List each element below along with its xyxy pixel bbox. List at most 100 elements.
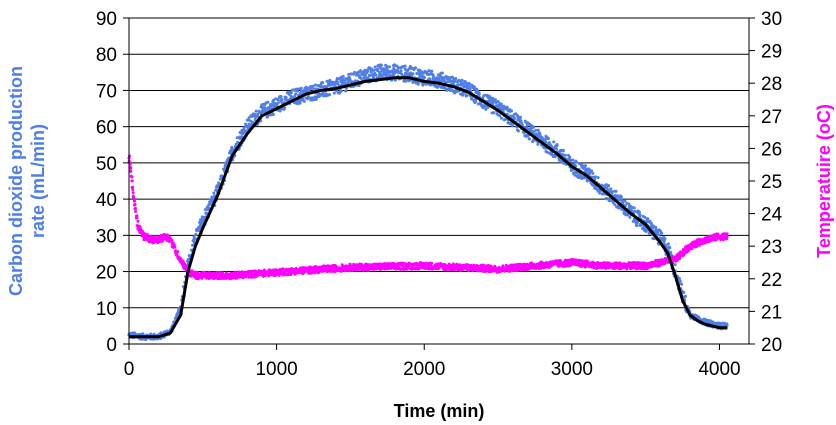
co2-raw-point <box>279 94 283 98</box>
co2-raw-point <box>454 76 458 80</box>
right-tick-label: 25 <box>761 172 782 193</box>
temperature-point <box>331 268 335 272</box>
co2-raw-point <box>344 89 348 93</box>
co2-raw-point <box>725 322 729 326</box>
right-tick-label: 20 <box>761 335 782 356</box>
co2-raw-point <box>643 215 647 219</box>
co2-raw-point <box>683 294 687 298</box>
co2-raw-point <box>488 95 492 99</box>
temperature-point <box>135 214 139 218</box>
co2-raw-point <box>573 173 577 177</box>
co2-raw-point <box>311 84 315 88</box>
co2-raw-point <box>531 130 535 134</box>
co2-raw-point <box>192 235 196 239</box>
right-tick-label: 27 <box>761 107 782 128</box>
temperature-point <box>133 199 137 203</box>
co2-raw-point <box>633 209 637 213</box>
co2-raw-point <box>594 175 598 179</box>
co2-raw-point <box>673 263 677 267</box>
co2-raw-point <box>385 64 389 68</box>
co2-raw-point <box>203 208 207 212</box>
co2-raw-point <box>623 199 627 203</box>
temperature-point <box>489 264 493 268</box>
right-tick-label: 30 <box>761 9 782 30</box>
left-tick-label: 0 <box>106 335 117 356</box>
co2-raw-point <box>254 115 258 119</box>
temperature-point <box>592 266 596 270</box>
co2-raw-point <box>660 231 664 235</box>
co2-raw-point <box>477 92 481 96</box>
co2-raw-point <box>519 115 523 119</box>
co2-raw-point <box>302 99 306 103</box>
co2-raw-point <box>413 66 417 70</box>
co2-raw-point <box>516 129 520 133</box>
co2-raw-point <box>359 69 363 73</box>
right-tick-label: 29 <box>761 42 782 63</box>
temperature-point <box>131 191 135 195</box>
co2-raw-point <box>472 85 476 89</box>
co2-raw-point <box>486 105 490 109</box>
co2-raw-point <box>569 159 573 163</box>
co2-raw-point <box>284 95 288 99</box>
co2-raw-point <box>393 78 397 82</box>
co2-raw-point <box>483 93 487 97</box>
co2-raw-point <box>357 84 361 88</box>
co2-raw-point <box>234 142 238 146</box>
co2-raw-point <box>266 100 270 104</box>
x-tick-label: 3000 <box>551 359 593 380</box>
temperature-point <box>128 154 132 158</box>
co2-raw-point <box>680 282 684 286</box>
temperature-point <box>131 188 135 192</box>
co2-raw-point <box>289 91 293 95</box>
co2-raw-point <box>493 98 497 102</box>
temperature-point <box>134 206 138 210</box>
temperature-point <box>170 238 174 242</box>
co2-raw-point <box>613 203 617 207</box>
temperature-point <box>176 250 180 254</box>
co2-raw-point <box>614 189 618 193</box>
co2-raw-point <box>422 75 426 79</box>
temperature-point <box>173 245 177 249</box>
co2-raw-point <box>492 111 496 115</box>
right-tick-label: 26 <box>761 139 782 160</box>
co2-raw-point <box>682 290 686 294</box>
co2-raw-point <box>460 78 464 82</box>
co2-raw-point <box>254 109 258 113</box>
left-tick-label: 90 <box>96 9 117 30</box>
co2-raw-point <box>321 91 325 95</box>
co2-raw-point <box>657 233 661 237</box>
co2-raw-point <box>668 246 672 250</box>
temperature-point <box>136 219 140 223</box>
co2-raw-point <box>501 108 505 112</box>
co2-raw-point <box>546 137 550 141</box>
co2-raw-point <box>536 128 540 132</box>
co2-raw-point <box>561 149 565 153</box>
co2-raw-point <box>552 140 556 144</box>
co2-raw-point <box>474 99 478 103</box>
left-tick-label: 80 <box>96 45 117 66</box>
co2-raw-point <box>584 164 588 168</box>
x-tick-label: 2000 <box>403 359 445 380</box>
co2-raw-point <box>282 106 286 110</box>
co2-raw-point <box>575 171 579 175</box>
co2-raw-point <box>341 74 345 78</box>
co2-raw-point <box>620 208 624 212</box>
co2-raw-point <box>251 120 255 124</box>
temperature-point <box>222 276 226 280</box>
co2-raw-point <box>230 145 234 149</box>
co2-raw-point <box>236 140 240 144</box>
temperature-point <box>447 262 451 266</box>
temperature-point <box>166 233 170 237</box>
co2-raw-point <box>461 93 465 97</box>
co2-raw-point <box>637 210 641 214</box>
co2-raw-point <box>698 317 702 321</box>
co2-raw-point <box>626 213 630 217</box>
co2-raw-point <box>510 124 514 128</box>
temperature-point <box>129 169 133 173</box>
co2-raw-point <box>525 126 529 130</box>
temperature-point <box>618 261 622 265</box>
co2-raw-point <box>499 102 503 106</box>
temperature-point <box>151 241 155 245</box>
co2-raw-point <box>240 135 244 139</box>
